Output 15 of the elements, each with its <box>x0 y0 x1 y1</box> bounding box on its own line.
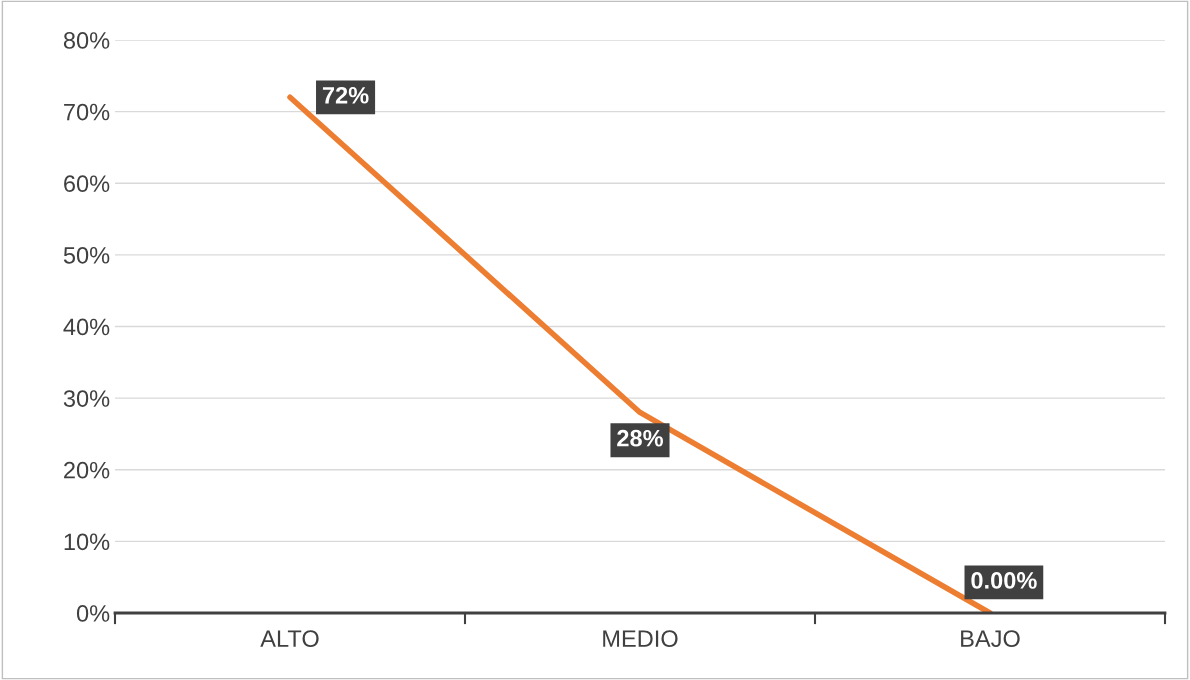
x-tick-label: MEDIO <box>603 630 678 648</box>
y-tick-label: 30% <box>63 390 110 407</box>
y-tick-label: 60% <box>64 175 110 193</box>
y-tick-label: 20% <box>64 461 110 479</box>
y-tick-label: 0% <box>76 605 110 622</box>
y-tick-label: 40% <box>63 318 110 336</box>
data-label: 72% <box>322 86 369 104</box>
data-label: 28% <box>617 429 664 447</box>
y-tick-label: 50% <box>63 246 110 264</box>
y-tick-label: 80% <box>63 32 110 49</box>
x-tick-label: ALTO <box>260 630 319 648</box>
x-tick-label: BAJO <box>961 630 1020 648</box>
data-label: 0.00% <box>971 572 1037 589</box>
y-tick-label: 10% <box>64 533 110 551</box>
y-tick-label: 70% <box>64 103 110 121</box>
